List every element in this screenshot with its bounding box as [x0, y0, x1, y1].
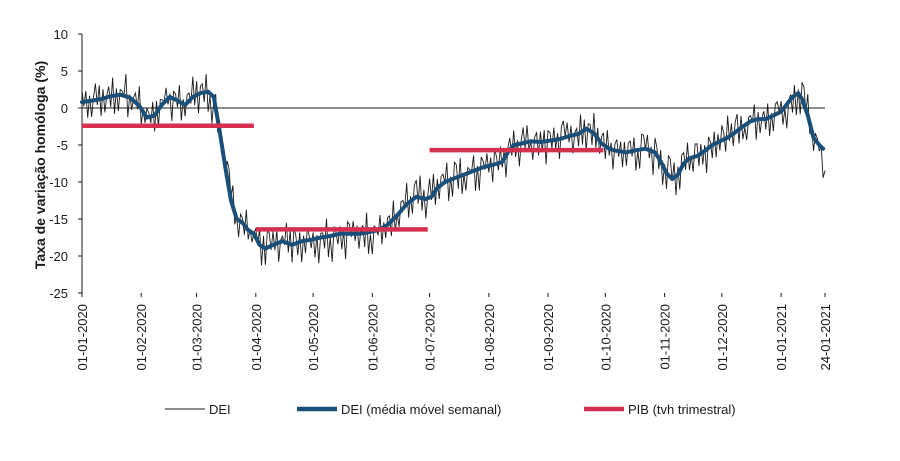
- y-tick-label: -25: [49, 286, 68, 301]
- x-tick-label: 01-07-2020: [423, 304, 438, 371]
- x-tick-label: 01-12-2020: [715, 304, 730, 371]
- legend-swatch-dei-mm: [297, 406, 337, 412]
- chart-canvas: Taxa de variação homóloga (%) 10 5 0 -5 -10 -…: [32, 27, 833, 371]
- series-layer: [80, 73, 826, 266]
- y-tick-label: -20: [49, 249, 68, 264]
- legend-item-dei-mm: DEI (média móvel semanal): [297, 398, 501, 420]
- x-tick-label: 01-10-2020: [598, 304, 613, 371]
- y-tick-label: 10: [54, 27, 68, 42]
- legend-label-dei-mm: DEI (média móvel semanal): [341, 401, 502, 417]
- x-tick-label: 01-05-2020: [306, 304, 321, 371]
- legend-item-dei: DEI: [165, 398, 231, 420]
- x-tick-label: 01-11-2020: [658, 304, 673, 370]
- y-tick-label: 5: [61, 64, 68, 79]
- x-axis-ticks: 01-01-2020 01-02-2020 01-03-2020 01-04-2020…: [75, 293, 833, 371]
- y-axis-title: Taxa de variação homóloga (%): [32, 61, 48, 269]
- series-line-dei-mm: [80, 89, 826, 251]
- x-tick-label: 01-02-2020: [134, 304, 149, 371]
- x-tick-label: 01-09-2020: [541, 304, 556, 371]
- legend-item-pib: PIB (tvh trimestral): [584, 398, 736, 420]
- plot-axes: [81, 34, 825, 293]
- x-tick-label: 01-03-2020: [190, 304, 205, 371]
- x-tick-label: 01-01-2020: [75, 304, 90, 371]
- x-tick-label: 01-01-2021: [774, 304, 789, 371]
- legend-label-dei: DEI: [209, 401, 231, 417]
- y-tick-label: 0: [61, 101, 68, 116]
- legend-swatch-pib: [584, 406, 624, 412]
- x-tick-label: 01-04-2020: [249, 304, 264, 371]
- y-axis-ticks: 10 5 0 -5 -10 -15 -20 -25: [49, 27, 82, 301]
- y-tick-label: -5: [56, 138, 68, 153]
- legend-label-pib: PIB (tvh trimestral): [628, 401, 736, 417]
- y-axis-title-group: Taxa de variação homóloga (%): [32, 61, 48, 269]
- x-tick-label: 01-08-2020: [482, 304, 497, 371]
- series-line-dei: [81, 73, 826, 266]
- chart-legend: DEI DEI (média móvel semanal) PIB (tvh t…: [0, 398, 900, 420]
- y-tick-label: -10: [49, 175, 68, 190]
- x-tick-label: 01-06-2020: [365, 304, 380, 371]
- y-tick-label: -15: [49, 212, 68, 227]
- legend-swatch-dei: [165, 408, 205, 410]
- x-tick-label: 24-01-2021: [818, 304, 833, 371]
